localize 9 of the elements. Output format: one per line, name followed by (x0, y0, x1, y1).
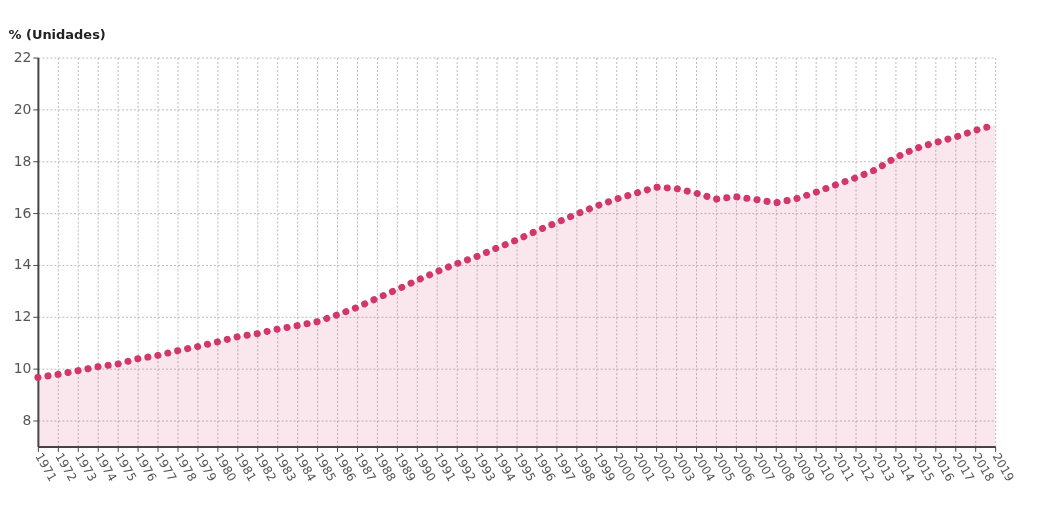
y-tick-label: 10 (13, 360, 32, 377)
y-tick-label: 12 (13, 308, 32, 325)
y-tick-label: 14 (13, 256, 32, 273)
y-tick-label: 18 (13, 152, 32, 169)
y-tick-label: 20 (13, 100, 32, 117)
y-tick-label: 8 (22, 411, 32, 428)
y-axis-title: % (Unidades) (8, 27, 106, 43)
y-tick-label: 16 (13, 204, 32, 221)
y-tick-label: 22 (13, 49, 32, 66)
